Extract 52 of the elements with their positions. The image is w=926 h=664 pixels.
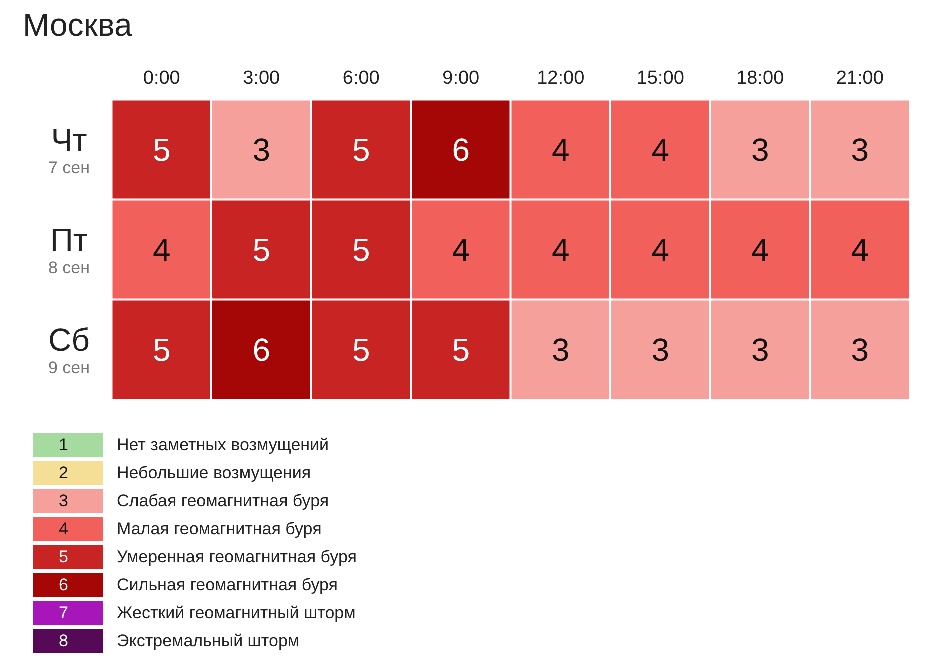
data-label: 4 bbox=[552, 232, 570, 268]
data-label: 5 bbox=[152, 132, 171, 168]
x-tick-label: 3:00 bbox=[243, 68, 280, 89]
data-label: 3 bbox=[552, 332, 570, 368]
text: Слабая геомагнитная буря bbox=[117, 492, 330, 510]
text: Экстремальный шторм bbox=[117, 632, 300, 650]
x-tick-label: 12:00 bbox=[537, 68, 585, 89]
data-label: 3 bbox=[751, 132, 770, 168]
data-label: 5 bbox=[252, 232, 271, 268]
x-tick-label: 9:00 bbox=[442, 68, 480, 89]
color-bar-label: 6 bbox=[59, 576, 68, 594]
data-label: 3 bbox=[252, 132, 271, 168]
text: Небольшие возмущения bbox=[117, 464, 312, 482]
data-label: 5 bbox=[352, 132, 370, 168]
data-label: 4 bbox=[652, 232, 670, 268]
data-label: 4 bbox=[552, 132, 570, 168]
data-label: 5 bbox=[452, 332, 470, 368]
data-label: 5 bbox=[352, 232, 370, 268]
data-label: 4 bbox=[152, 232, 171, 268]
data-label: 4 bbox=[452, 232, 470, 268]
text: Умеренная геомагнитная буря bbox=[117, 548, 357, 566]
data-label: 3 bbox=[851, 332, 870, 368]
data-label: 4 bbox=[751, 232, 770, 268]
x-tick-label: 15:00 bbox=[636, 68, 684, 89]
data-label: 5 bbox=[352, 332, 370, 368]
data-label: 3 bbox=[652, 332, 670, 368]
color-bar-label: 2 bbox=[59, 464, 68, 482]
data-label: 5 bbox=[152, 332, 171, 368]
text: Жесткий геомагнитный шторм bbox=[117, 604, 356, 622]
x-tick-label: 0:00 bbox=[143, 68, 180, 89]
data-label: 4 bbox=[652, 132, 670, 168]
y-tick-label: Пт 8 сен bbox=[48, 222, 90, 278]
text: Нет заметных возмущений bbox=[117, 436, 330, 454]
data-label: 6 bbox=[252, 332, 271, 368]
color-bar-label: 8 bbox=[59, 632, 68, 650]
x-tick-label: 6:00 bbox=[342, 68, 380, 89]
color-bar-label: 7 bbox=[59, 604, 68, 622]
data-label: 3 bbox=[851, 132, 870, 168]
color-bar-label: 1 bbox=[59, 436, 68, 454]
color-bar-label: 4 bbox=[59, 520, 68, 538]
color-bar-label: 5 bbox=[59, 548, 68, 566]
color-bar-label: 3 bbox=[59, 492, 68, 510]
data-label: 6 bbox=[452, 132, 470, 168]
data-label: 3 bbox=[751, 332, 770, 368]
y-tick-label: Чт 7 сен bbox=[48, 122, 90, 178]
text: Малая геомагнитная буря bbox=[117, 520, 322, 538]
text: Сильная геомагнитная буря bbox=[117, 576, 338, 594]
x-tick-label: 18:00 bbox=[736, 68, 784, 89]
x-tick-label: 21:00 bbox=[836, 68, 884, 89]
data-label: 4 bbox=[851, 232, 870, 268]
chart-title: Москва bbox=[23, 7, 132, 43]
y-tick-label: Сб 9 сен bbox=[48, 322, 90, 378]
